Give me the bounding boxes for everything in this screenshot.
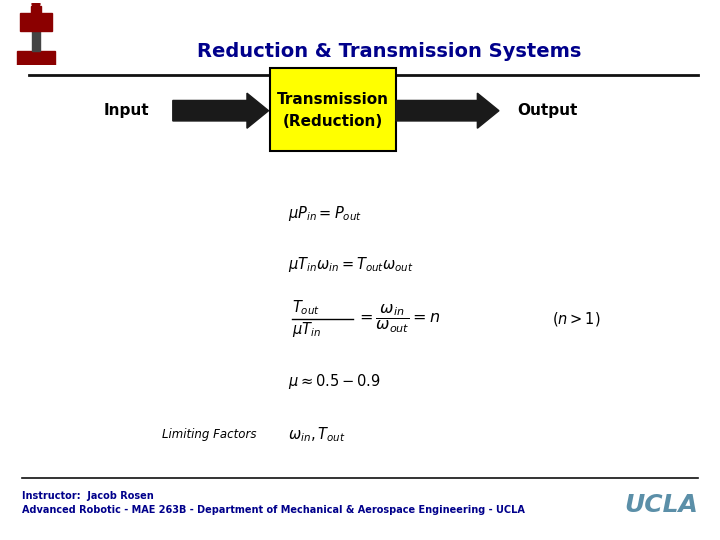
Circle shape [32, 0, 40, 8]
Text: Limiting Factors: Limiting Factors [162, 428, 256, 441]
Text: $\omega_{in}, T_{out}$: $\omega_{in}, T_{out}$ [288, 426, 346, 444]
FancyArrow shape [173, 93, 269, 128]
Text: $= \dfrac{\omega_{in}}{\omega_{out}} = n$: $= \dfrac{\omega_{in}}{\omega_{out}} = n… [356, 302, 441, 335]
FancyBboxPatch shape [270, 68, 396, 151]
Text: $\mu \approx 0.5 - 0.9$: $\mu \approx 0.5 - 0.9$ [288, 372, 381, 391]
Text: UCLA: UCLA [624, 493, 698, 517]
Text: Advanced Robotic - MAE 263B - Department of Mechanical & Aerospace Engineering -: Advanced Robotic - MAE 263B - Department… [22, 505, 524, 515]
Bar [17, 51, 55, 65]
Bar [31, 6, 41, 14]
Text: $(n > 1)$: $(n > 1)$ [552, 309, 600, 328]
Text: $\mu P_{in} = P_{out}$: $\mu P_{in} = P_{out}$ [288, 204, 362, 223]
Text: Output: Output [517, 103, 577, 118]
Text: (Reduction): (Reduction) [283, 114, 383, 129]
Text: Transmission: Transmission [277, 92, 389, 107]
Text: $\mu T_{in}$: $\mu T_{in}$ [292, 320, 320, 339]
Text: $T_{out}$: $T_{out}$ [292, 299, 320, 317]
Bar [32, 29, 40, 51]
FancyArrow shape [396, 93, 499, 128]
Text: $\mu T_{in}\omega_{in} = T_{out}\omega_{out}$: $\mu T_{in}\omega_{in} = T_{out}\omega_{… [288, 255, 414, 274]
Text: Reduction & Transmission Systems: Reduction & Transmission Systems [197, 42, 581, 61]
Text: Input: Input [103, 103, 149, 118]
Bar [20, 14, 53, 31]
Text: Instructor:  Jacob Rosen: Instructor: Jacob Rosen [22, 491, 153, 501]
